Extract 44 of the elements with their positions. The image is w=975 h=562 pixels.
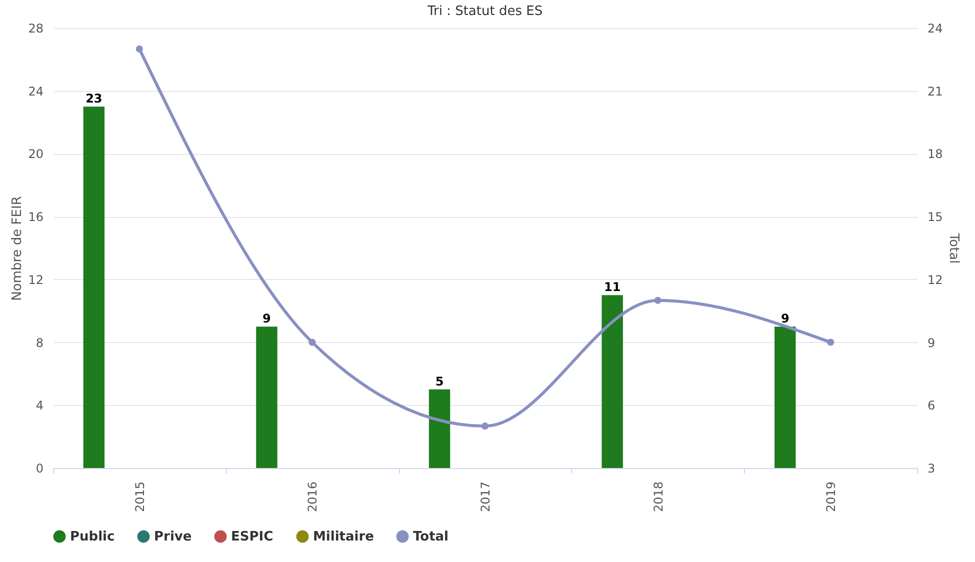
data-label: 11	[604, 280, 621, 294]
bar	[83, 106, 105, 468]
bar	[256, 326, 278, 468]
y2-tick-label: 15	[928, 210, 943, 224]
y-tick-label: 16	[28, 210, 44, 224]
y-axis-title: Nombre de FEIR	[10, 196, 26, 301]
legend-label: ESPIC	[231, 530, 274, 545]
y2-tick-label: 18	[928, 147, 943, 162]
legend-label: Public	[70, 530, 115, 545]
bar	[774, 326, 796, 468]
y-tick-label: 4	[36, 398, 44, 413]
point	[308, 338, 316, 346]
y-tick-label: 8	[36, 336, 44, 350]
point	[827, 338, 834, 346]
legend-label: Militaire	[313, 530, 374, 545]
chart-title: Tri : Statut des ES	[426, 4, 543, 19]
data-label: 23	[86, 92, 102, 106]
y-tick-label: 20	[28, 147, 44, 162]
point	[481, 422, 489, 430]
data-label: 9	[780, 312, 790, 326]
y2-tick-label: 24	[928, 22, 943, 36]
y2-tick-label: 6	[928, 398, 936, 413]
y2-tick-label: 21	[928, 84, 943, 98]
y-tick-label: 24	[28, 84, 44, 98]
legend-label: Prive	[154, 530, 192, 545]
x-tick-label: 2015	[132, 482, 147, 512]
x-tick-label: 2017	[478, 482, 492, 512]
y2-tick-label: 12	[928, 272, 943, 287]
y2-axis-title: Total	[946, 232, 961, 264]
data-label: 9	[262, 312, 271, 326]
x-tick-label: 2016	[306, 482, 320, 512]
x-tick-label: 2018	[651, 482, 666, 512]
x-tick-label: 2019	[824, 482, 838, 512]
y-tick-label: 12	[28, 272, 44, 287]
point	[136, 45, 143, 52]
y2-tick-label: 3	[928, 462, 936, 476]
bar	[428, 389, 450, 468]
y-tick-label: 28	[28, 22, 44, 36]
legend-label: Total	[413, 530, 449, 545]
data-label: 5	[435, 374, 444, 388]
point	[654, 296, 662, 304]
y-tick-label: 0	[36, 462, 44, 476]
bar	[602, 295, 623, 468]
y2-tick-label: 9	[928, 336, 936, 350]
